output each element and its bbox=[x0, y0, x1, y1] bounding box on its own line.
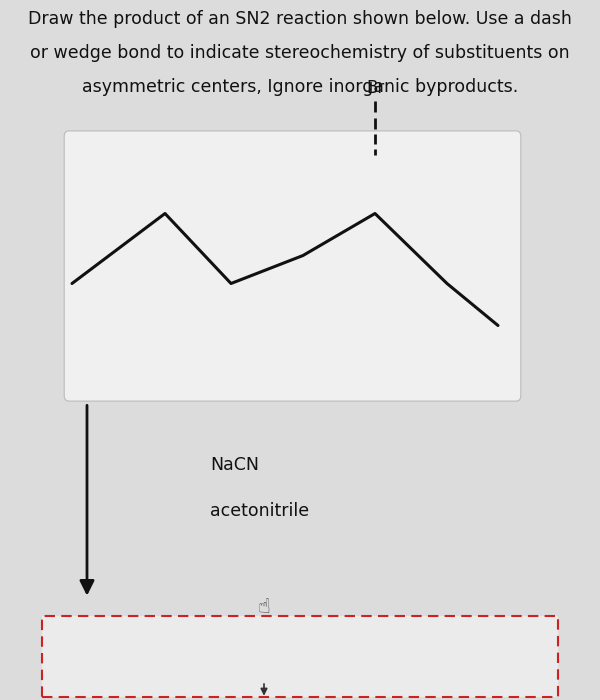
Bar bbox=[42, 616, 558, 696]
Text: Draw the product of an SN2 reaction shown below. Use a dash: Draw the product of an SN2 reaction show… bbox=[28, 10, 572, 29]
Text: Br: Br bbox=[366, 78, 384, 97]
FancyBboxPatch shape bbox=[64, 131, 521, 401]
Text: ☝: ☝ bbox=[257, 597, 271, 617]
Text: asymmetric centers, Ignore inorganic byproducts.: asymmetric centers, Ignore inorganic byp… bbox=[82, 78, 518, 96]
Text: or wedge bond to indicate stereochemistry of substituents on: or wedge bond to indicate stereochemistr… bbox=[30, 44, 570, 62]
Text: acetonitrile: acetonitrile bbox=[210, 502, 309, 520]
Text: NaCN: NaCN bbox=[210, 456, 259, 475]
